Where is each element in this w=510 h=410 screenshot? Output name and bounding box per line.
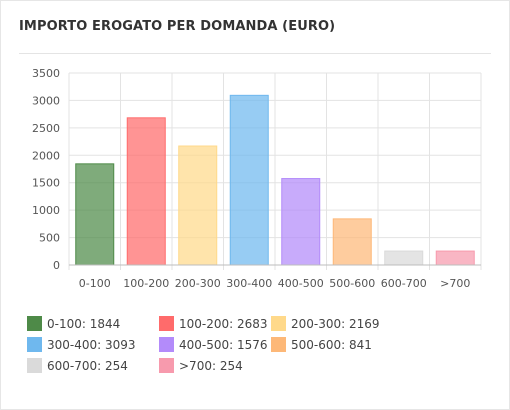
legend-row: 300-400: 3093 400-500: 1576 500-600: 841 [27,334,497,355]
x-tick-label: >700 [440,277,470,290]
bar-500-600[interactable] [332,218,372,266]
y-tick-label: 1000 [32,204,60,217]
y-tick-label: 500 [39,232,60,245]
legend-item-400-500[interactable]: 400-500: 1576 [159,337,271,352]
bar-600-700[interactable] [384,250,424,266]
legend-swatch [159,337,174,352]
bar-300-400[interactable] [229,94,269,266]
legend-label: 200-300: 2169 [291,316,380,331]
legend-label: 0-100: 1844 [47,316,121,331]
legend-item-500-600[interactable]: 500-600: 841 [271,337,401,352]
legend-label: 400-500: 1576 [179,337,268,352]
legend-item-over-700[interactable]: >700: 254 [159,358,271,373]
legend-item-600-700[interactable]: 600-700: 254 [27,358,159,373]
legend-swatch [271,337,286,352]
legend-swatch [27,316,42,331]
bar-100-200[interactable] [126,117,166,266]
x-tick-label: 400-500 [278,277,324,290]
bar-over-700[interactable] [435,250,475,266]
y-tick-label: 2500 [32,122,60,135]
legend-swatch [27,337,42,352]
bar-200-300[interactable] [178,145,218,266]
x-tick-label: 600-700 [381,277,427,290]
y-tick-label: 3000 [32,94,60,107]
legend-swatch [159,358,174,373]
chart-legend: 0-100: 1844 100-200: 2683 200-300: 2169 … [27,313,497,376]
legend-item-100-200[interactable]: 100-200: 2683 [159,316,271,331]
bar-400-500[interactable] [281,178,321,266]
x-tick-label: 500-600 [329,277,375,290]
title-divider [19,53,491,54]
y-tick-label: 0 [53,259,60,272]
legend-swatch [159,316,174,331]
x-tick-label: 0-100 [79,277,111,290]
legend-swatch [27,358,42,373]
legend-label: 300-400: 3093 [47,337,136,352]
legend-item-300-400[interactable]: 300-400: 3093 [27,337,159,352]
legend-label: 600-700: 254 [47,358,128,373]
legend-item-0-100[interactable]: 0-100: 1844 [27,316,159,331]
y-tick-label: 3500 [32,67,60,80]
bar-0-100[interactable] [75,163,115,266]
y-tick-label: 2000 [32,149,60,162]
legend-row: 0-100: 1844 100-200: 2683 200-300: 2169 [27,313,497,334]
legend-swatch [271,316,286,331]
x-tick-label: 300-400 [226,277,272,290]
x-tick-label: 100-200 [123,277,169,290]
legend-item-200-300[interactable]: 200-300: 2169 [271,316,401,331]
y-tick-label: 1500 [32,177,60,190]
legend-label: >700: 254 [179,358,243,373]
x-tick-label: 200-300 [175,277,221,290]
legend-row: 600-700: 254 >700: 254 [27,355,497,376]
legend-label: 100-200: 2683 [179,316,268,331]
chart-title: IMPORTO EROGATO PER DOMANDA (EURO) [19,19,336,34]
legend-label: 500-600: 841 [291,337,372,352]
